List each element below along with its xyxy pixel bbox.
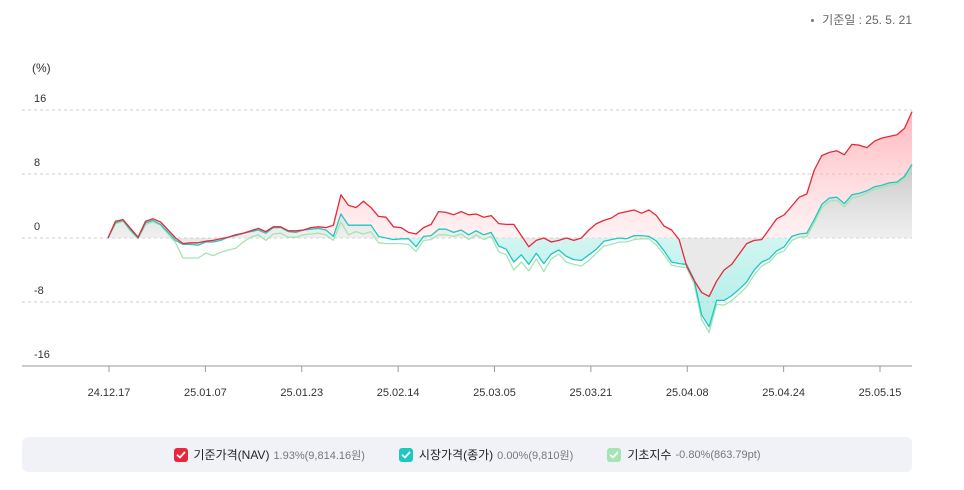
x-tick-label: 25.04.24: [762, 387, 805, 399]
legend-value: 1.93%(9,814.16원): [273, 449, 365, 462]
nav-area: [108, 111, 912, 238]
legend-value: -0.80%(863.79pt): [675, 448, 761, 461]
legend-label: 기준가격(NAV): [193, 448, 270, 462]
y-tick-label: 16: [34, 93, 46, 105]
legend-item-2[interactable]: 기초지수 -0.80%(863.79pt): [607, 446, 760, 463]
legend-item-0[interactable]: 기준가격(NAV) 1.93%(9,814.16원): [173, 446, 365, 463]
nav-area-negative: [108, 238, 912, 297]
y-tick-label: 8: [34, 157, 40, 169]
series-line-0: [107, 111, 913, 298]
y-tick-label: -16: [34, 349, 50, 361]
x-tick-label: 25.02.14: [377, 387, 420, 399]
legend-label: 기초지수: [627, 448, 672, 462]
legend-label: 시장가격(종가): [418, 448, 494, 462]
return-chart: (%) 16 8 0 -8 -16 24.12.17 25.01.07 25.01.23 25…: [22, 61, 913, 399]
base-date: 기준일 : 25. 5. 21: [811, 11, 912, 28]
x-tick-label: 25.03.21: [569, 387, 612, 399]
x-tick-label: 25.03.05: [473, 387, 516, 399]
base-date-text: 기준일 : 25. 5. 21: [822, 13, 912, 27]
y-axis-label: (%): [32, 61, 51, 75]
checkbox-icon[interactable]: [398, 447, 413, 462]
checkbox-icon[interactable]: [607, 447, 622, 462]
market-area-positive: [108, 164, 912, 238]
x-tick-label: 25.01.23: [280, 387, 323, 399]
y-tick-label: -8: [34, 285, 44, 297]
legend-value: 0.00%(9,810원): [497, 449, 574, 462]
y-tick-label: 0: [34, 221, 40, 233]
legend: 기준가격(NAV) 1.93%(9,814.16원) 시장가격(종가) 0.00%(9…: [22, 437, 912, 472]
series-line-2: [107, 165, 913, 334]
x-tick-label: 24.12.17: [88, 387, 131, 399]
checkbox-icon[interactable]: [173, 447, 188, 462]
x-tick-label: 25.05.15: [859, 387, 902, 399]
x-tick-label: 25.01.07: [184, 387, 227, 399]
market-area-negative: [108, 238, 912, 327]
bullet-icon: [811, 19, 815, 23]
x-tick-label: 25.04.08: [666, 387, 709, 399]
legend-item-1[interactable]: 시장가격(종가) 0.00%(9,810원): [398, 446, 574, 463]
